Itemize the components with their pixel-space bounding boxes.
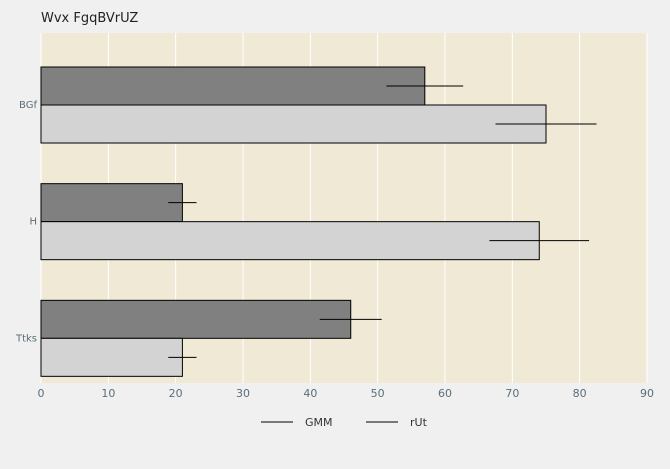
x-tick-label: 60 [438,387,452,400]
bar [40,299,352,339]
legend-label: GMM [305,416,333,429]
category-label: Ttks [15,333,37,344]
x-tick-label: 20 [169,387,183,400]
x-tick-label: 30 [236,387,250,400]
x-tick-label: 0 [38,387,45,400]
category-label: BGf [19,100,37,111]
bar [40,183,183,223]
x-tick-label: 50 [371,387,385,400]
bar [40,66,426,106]
x-tick-label: 80 [573,387,587,400]
x-tick-label: 40 [303,387,317,400]
x-tick-label: 10 [101,387,115,400]
bar [40,337,183,377]
chart-title: Wvx FgqBVrUZ [41,11,139,26]
bar [40,104,547,144]
x-tick-label: 90 [640,387,654,400]
legend-label: rUt [410,416,428,429]
x-tick-label: 70 [505,387,519,400]
bar [40,221,540,261]
category-label: H [29,217,37,228]
